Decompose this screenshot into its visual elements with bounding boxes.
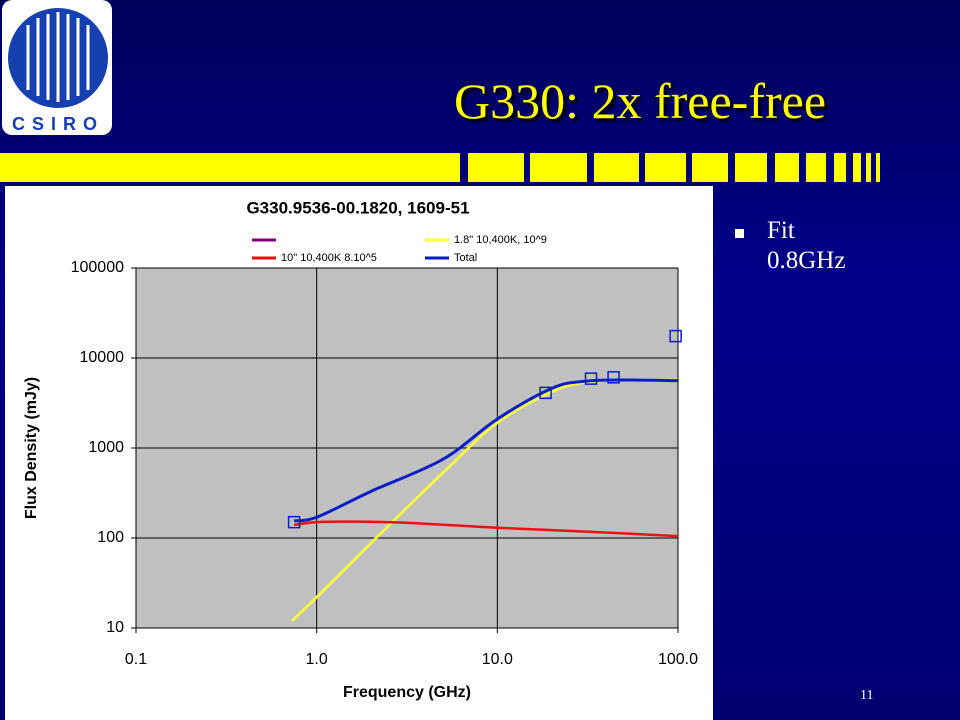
data-point bbox=[539, 386, 552, 400]
x-tick-label: 10.0 bbox=[482, 651, 513, 668]
data-point bbox=[584, 372, 598, 385]
logo-stripes bbox=[26, 12, 90, 102]
data-point bbox=[287, 515, 301, 529]
y-tick-label: 10 bbox=[106, 619, 124, 636]
y-tick-label: 100 bbox=[97, 529, 124, 546]
y-tick-label: 1000 bbox=[88, 439, 124, 456]
y-tick-label: 10000 bbox=[80, 349, 125, 366]
y-tick-label: 100000 bbox=[71, 259, 124, 276]
title-bar bbox=[0, 153, 880, 182]
y-axis-label: Flux Density (mJy) bbox=[23, 377, 40, 519]
x-tick-label: 100.0 bbox=[658, 651, 698, 668]
chart-title: G330.9536-00.1820, 1609-51 bbox=[246, 198, 469, 217]
slide-title: G330: 2x free-free bbox=[453, 73, 827, 129]
bullet-list: Fit 0.8GHz bbox=[735, 216, 855, 276]
legend-label: Total bbox=[454, 252, 477, 264]
data-point bbox=[669, 329, 682, 343]
data-point bbox=[607, 371, 620, 384]
x-tick-label: 1.0 bbox=[306, 651, 328, 668]
bullet-marker bbox=[735, 229, 744, 238]
bullet-text: Fit 0.8GHz bbox=[767, 217, 846, 274]
series-line bbox=[293, 378, 679, 523]
page-number: 11 bbox=[860, 688, 874, 703]
logo-text: CSIRO bbox=[12, 114, 104, 134]
legend-label: 10" 10,400K 8.10^5 bbox=[281, 252, 377, 264]
chart: G330.9536-00.1820, 1609-51 Frequency (GH… bbox=[5, 186, 713, 720]
legend-label: 1.8" 10,400K, 10^9 bbox=[454, 234, 547, 246]
series-line bbox=[293, 520, 679, 538]
x-tick-label: 0.1 bbox=[125, 651, 147, 668]
x-axis-label: Frequency (GHz) bbox=[343, 684, 471, 701]
